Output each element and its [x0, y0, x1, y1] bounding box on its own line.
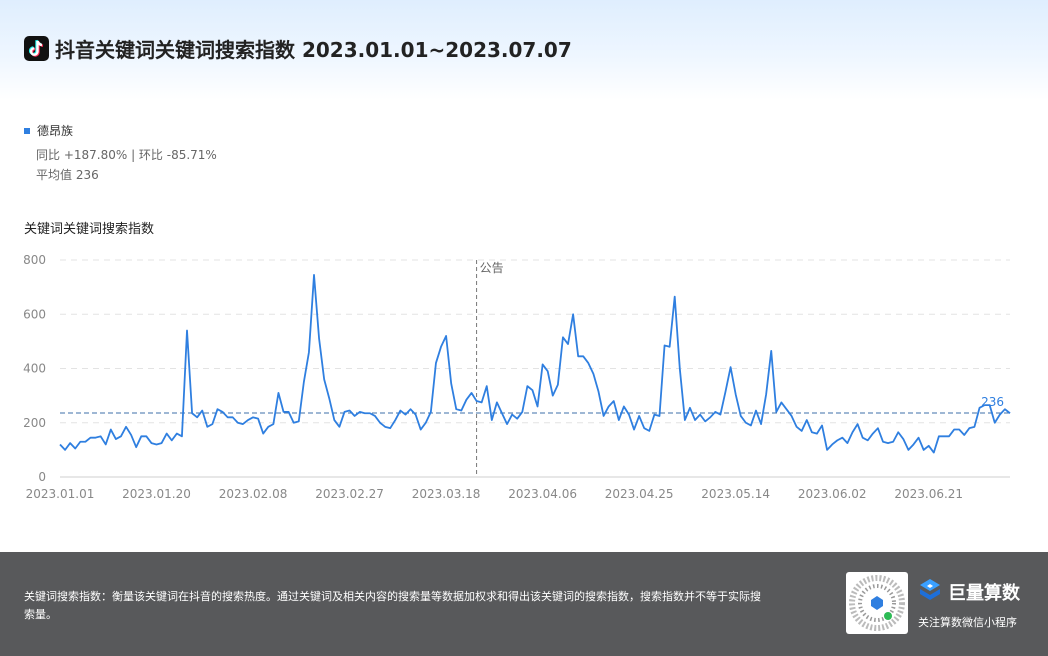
brand-subtitle: 关注算数微信小程序: [918, 616, 1017, 629]
series-line[interactable]: [59, 274, 1011, 454]
douyin-logo-icon: [24, 36, 49, 61]
y-tick-label: 0: [38, 470, 46, 484]
legend-swatch: [24, 127, 30, 134]
x-tick-label: 2023.06.02: [798, 487, 867, 501]
x-tick-label: 2023.05.14: [701, 487, 770, 501]
qr-code-icon: [846, 572, 908, 634]
x-tick-label: 2023.04.06: [508, 487, 577, 501]
brand: 巨量算数: [918, 578, 1020, 606]
compare-stat: 同比 +187.80% | 环比 -85.71%: [36, 148, 217, 162]
average-value-label: 236: [981, 395, 1004, 409]
x-tick-label: 2023.02.08: [219, 487, 288, 501]
brand-name: 巨量算数: [948, 583, 1020, 604]
x-tick-label: 2023.01.20: [122, 487, 191, 501]
y-tick-label: 600: [23, 307, 46, 321]
x-tick-label: 2023.02.27: [315, 487, 384, 501]
legend[interactable]: 德昂族: [24, 122, 73, 139]
footer: 关键词搜索指数：衡量该关键词在抖音的搜索热度。通过关键词及相关内容的搜索量等数据…: [0, 552, 1048, 656]
average-stat: 平均值 236: [36, 168, 99, 182]
chart-title: 关键词关键词搜索指数: [24, 222, 155, 237]
header: 抖音关键词关键词搜索指数 2023.01.01~2023.07.07: [0, 0, 1048, 100]
x-tick-label: 2023.03.18: [412, 487, 481, 501]
x-tick-label: 2023.01.01: [26, 487, 95, 501]
footer-description: 关键词搜索指数：衡量该关键词在抖音的搜索热度。通过关键词及相关内容的搜索量等数据…: [24, 590, 761, 621]
annotation-label: 公告: [480, 261, 504, 275]
x-tick-label: 2023.06.21: [894, 487, 963, 501]
y-tick-label: 400: [23, 362, 46, 376]
y-tick-label: 800: [23, 253, 46, 267]
legend-series-name: 德昂族: [37, 124, 74, 138]
page-title: 抖音关键词关键词搜索指数 2023.01.01~2023.07.07: [55, 38, 572, 62]
y-tick-label: 200: [23, 416, 46, 430]
x-tick-label: 2023.04.25: [605, 487, 674, 501]
line-chart[interactable]: 0 200 400 600 800 2023.01.01 2023.01.20 2023.02…: [0, 240, 1048, 510]
juliang-logo-icon: [918, 578, 942, 606]
